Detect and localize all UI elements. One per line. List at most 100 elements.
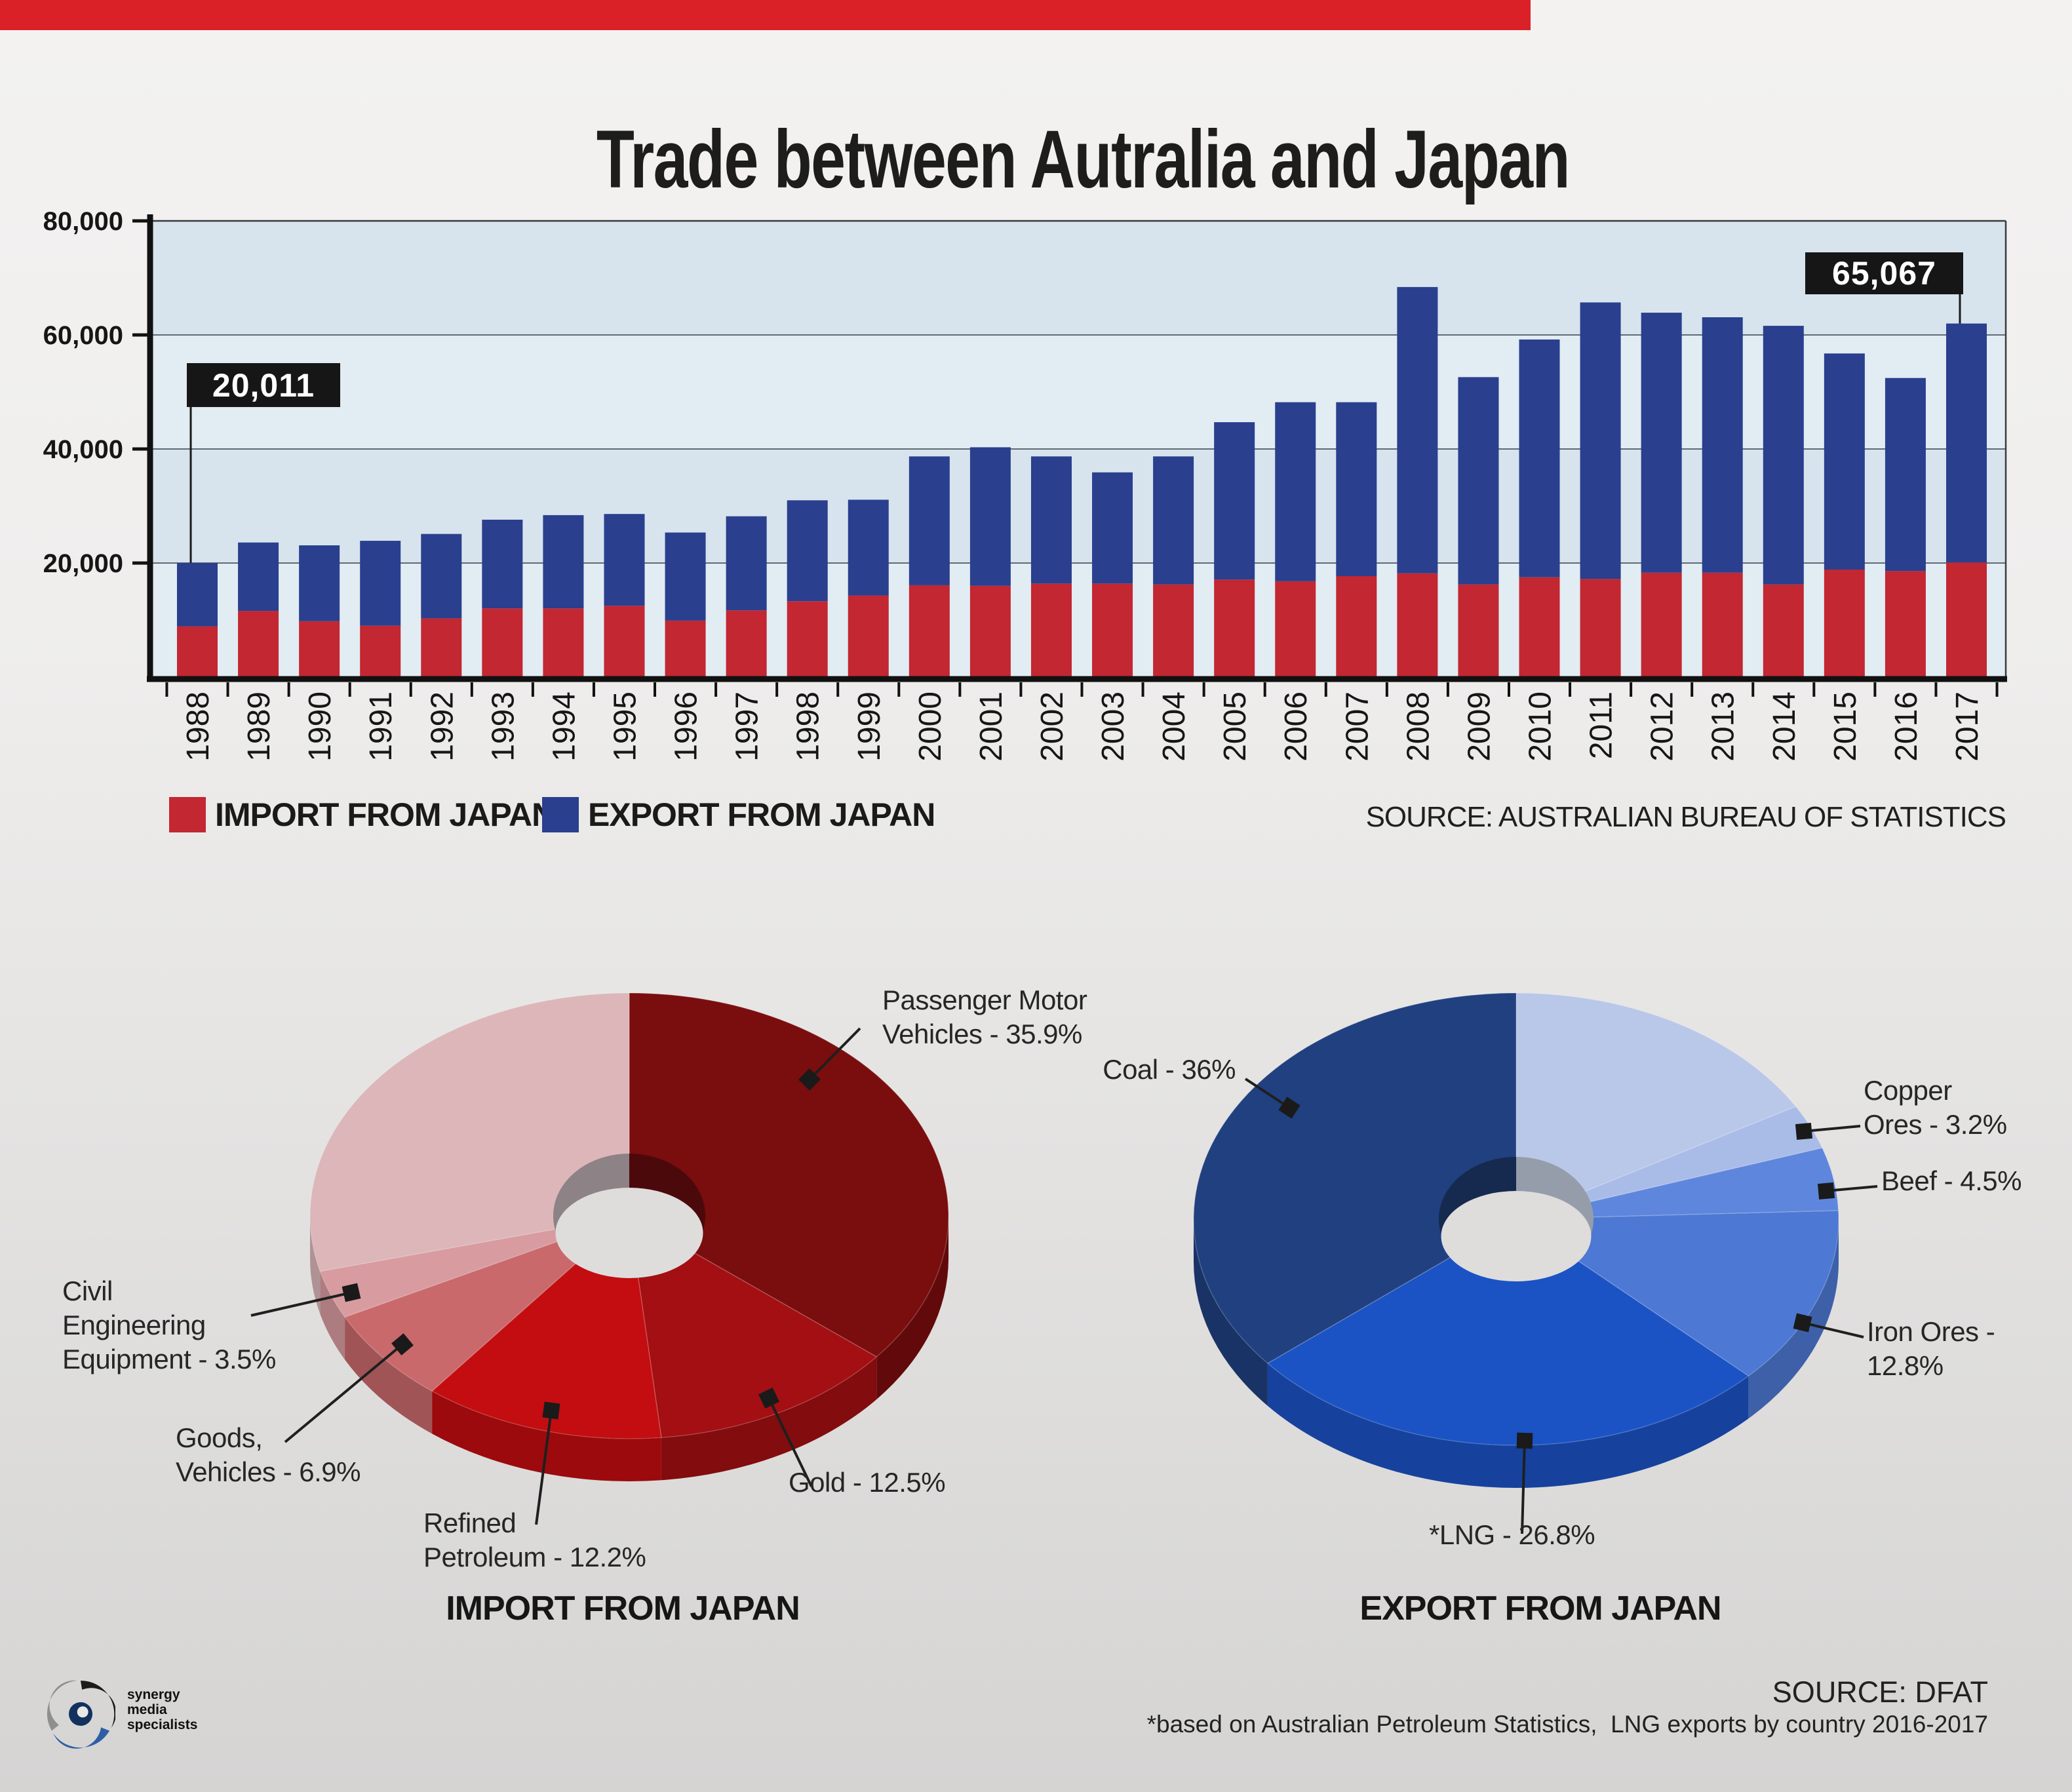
x-category-label: 2016 [1889, 691, 1924, 762]
x-category-label: 1992 [425, 691, 459, 762]
bar-import-1990 [299, 621, 340, 677]
bar-export-2003 [1092, 472, 1133, 584]
bar-export-2001 [969, 447, 1011, 586]
pie-export-from-japan [1193, 992, 1878, 1534]
x-category-label: 2004 [1157, 691, 1192, 762]
bar-export-2000 [909, 456, 950, 585]
pie-rim-segment [345, 1317, 433, 1434]
x-category-label: 1999 [852, 691, 887, 762]
leader-marker-gold [758, 1387, 780, 1409]
bar-import-2007 [1336, 576, 1377, 677]
logo-synergy-media-specialists [46, 1678, 117, 1753]
pie-rim-segment [661, 1357, 877, 1481]
legend-item-export: EXPORT FROM JAPAN [542, 796, 935, 834]
y-tick-label: 60,000 [43, 321, 123, 350]
bar-import-2011 [1580, 579, 1621, 677]
leader-marker-pmv [798, 1068, 821, 1091]
bar-export-1988 [177, 562, 218, 627]
logo-line-1: synergy [127, 1687, 180, 1702]
bar-chart-source: SOURCE: AUSTRALIAN BUREAU OF STATISTICS [1365, 801, 2006, 833]
bar-import-2000 [909, 585, 950, 677]
bar-export-2007 [1336, 402, 1377, 577]
bar-import-1993 [482, 608, 523, 677]
bar-export-1992 [421, 534, 462, 619]
bar-import-2005 [1214, 579, 1255, 677]
y-tick-label: 20,000 [43, 549, 123, 578]
x-category-label: 1998 [791, 691, 826, 762]
bar-export-1990 [299, 545, 340, 621]
leader-marker-lng [1516, 1432, 1533, 1449]
x-category-label: 1989 [242, 691, 277, 762]
legend-swatch-import [169, 797, 206, 832]
donut-hole [555, 1188, 703, 1278]
y-tick-label: 80,000 [43, 207, 123, 236]
bar-export-1996 [665, 532, 706, 621]
bar-export-2002 [1030, 456, 1072, 584]
bar-import-2016 [1885, 571, 1926, 677]
bar-export-2015 [1824, 353, 1865, 570]
legend-label-export: EXPORT FROM JAPAN [588, 796, 935, 833]
bar-export-1989 [238, 542, 279, 612]
pie-import-from-japan [250, 992, 949, 1525]
x-category-label: 2014 [1767, 691, 1802, 762]
bar-export-2017 [1946, 323, 1987, 563]
x-category-label: 2015 [1828, 691, 1863, 762]
leader-marker-refined [542, 1401, 560, 1420]
x-category-label: 2000 [913, 691, 948, 762]
x-category-label: 1996 [669, 691, 704, 762]
pie-label-civil-engineering-equipment: Civil Engineering Equipment - 3.5% [62, 1276, 276, 1374]
bar-export-1991 [360, 541, 401, 626]
plot-band [152, 221, 2006, 335]
x-category-label: 2017 [1950, 691, 1985, 762]
bar-import-2004 [1153, 584, 1194, 677]
bar-import-2003 [1092, 583, 1133, 677]
x-category-label: 1994 [547, 691, 581, 762]
pie-slice-other-unlabelled- [1515, 992, 1797, 1220]
bar-import-2002 [1030, 583, 1072, 677]
pie-title-export: EXPORT FROM JAPAN [1359, 1589, 1721, 1627]
leader-marker-goods [391, 1333, 414, 1355]
leader-line-goods [284, 1343, 404, 1443]
bar-export-1998 [787, 500, 828, 602]
pie-rim-segment [320, 1271, 345, 1360]
pie-slice-civil-engineering-equipment [319, 1215, 630, 1318]
bar-export-2004 [1153, 456, 1194, 585]
pie-title-import: IMPORT FROM JAPAN [446, 1589, 800, 1627]
leader-line-gold [768, 1397, 813, 1487]
bar-export-1993 [482, 519, 523, 609]
x-category-label: 2005 [1218, 691, 1253, 762]
leader-line-pmv [808, 1027, 861, 1081]
bar-chart: 20,000 40,000 60,000 80,000 1988 1989 1990 1991… [43, 207, 2007, 762]
leader-line-lng [1521, 1440, 1526, 1534]
leader-line-iron [1802, 1321, 1864, 1338]
pie-label-coal: Coal - 36% [1103, 1054, 1236, 1085]
leader-line-beef [1826, 1185, 1878, 1192]
leader-marker-iron [1793, 1313, 1812, 1333]
pie-slice-passenger-motor-vehicles [629, 992, 949, 1357]
leader-line-civil [250, 1291, 352, 1317]
bar-export-2005 [1214, 422, 1255, 580]
bar-import-1999 [848, 595, 889, 677]
x-category-label: 2009 [1462, 691, 1496, 762]
top-accent-bar [0, 0, 1531, 30]
pie-label-beef: Beef - 4.5% [1881, 1165, 2022, 1196]
pie-label-refined-petroleum: Refined Petroleum - 12.2% [423, 1508, 646, 1572]
bar-export-1994 [543, 515, 584, 609]
bar-import-1989 [238, 611, 279, 677]
leader-marker-copper [1795, 1122, 1813, 1140]
leader-marker-beef [1817, 1182, 1835, 1200]
bar-import-1994 [543, 608, 584, 677]
pie-rim-segment [1267, 1363, 1749, 1488]
bar-export-2010 [1519, 339, 1560, 577]
x-category-label: 2008 [1401, 691, 1436, 762]
bar-import-1992 [421, 618, 462, 677]
pie-label-passenger-motor-vehicles: Passenger Motor Vehicles - 35.9% [882, 984, 1087, 1049]
x-category-label: 2007 [1340, 691, 1375, 762]
x-category-label: 2011 [1584, 691, 1619, 759]
callout-value-2017: 65,067 [1805, 252, 1963, 294]
bar-export-2011 [1580, 302, 1621, 579]
bar-export-2012 [1641, 313, 1682, 573]
legend-label-import: IMPORT FROM JAPAN [215, 796, 555, 833]
